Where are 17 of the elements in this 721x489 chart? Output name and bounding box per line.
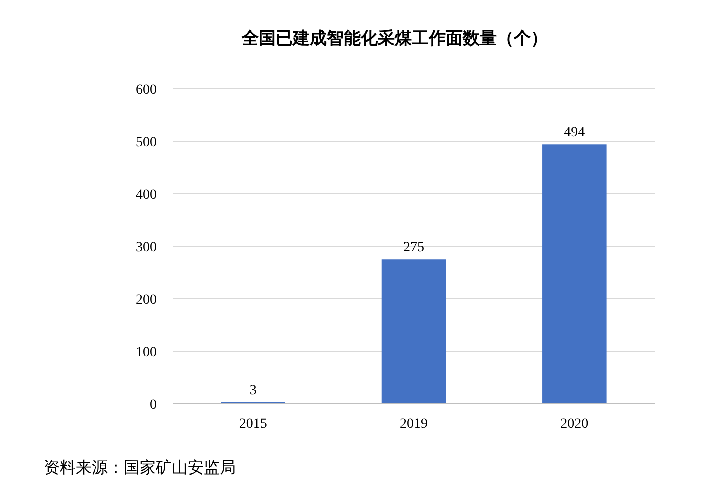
y-tick-label: 600 <box>136 83 157 98</box>
bar <box>542 144 607 404</box>
x-tick-label: 2019 <box>400 417 428 432</box>
text: 资料来源：国家矿山安监局 <box>44 459 236 477</box>
x-tick-label: 2020 <box>560 417 589 432</box>
y-tick-label: 0 <box>150 398 157 413</box>
data-label: 3 <box>250 383 257 398</box>
data-label: 275 <box>404 240 424 256</box>
data-label: 494 <box>564 126 586 141</box>
y-tick-label: 200 <box>136 293 157 308</box>
y-tick-label: 100 <box>136 346 157 360</box>
bar <box>382 260 446 404</box>
x-tick-label: 2015 <box>239 417 268 432</box>
y-tick-label: 300 <box>136 240 157 256</box>
y-tick-label: 500 <box>136 136 157 150</box>
y-tick-label: 400 <box>136 188 157 203</box>
chart-title: 全国已建成智能化采煤工作面数量（个） <box>241 29 548 48</box>
